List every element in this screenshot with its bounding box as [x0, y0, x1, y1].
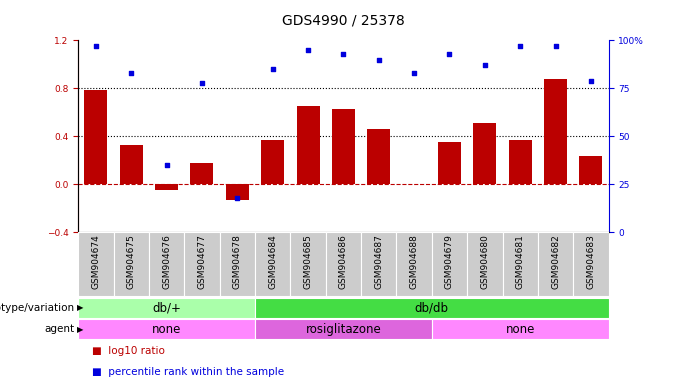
Point — [126, 70, 137, 76]
Bar — [432, 319, 609, 339]
Text: GSM904686: GSM904686 — [339, 234, 348, 289]
Text: GSM904676: GSM904676 — [162, 234, 171, 289]
Text: genotype/variation: genotype/variation — [0, 303, 75, 313]
Text: GSM904682: GSM904682 — [551, 234, 560, 289]
Point — [479, 62, 490, 68]
Text: GSM904688: GSM904688 — [409, 234, 419, 289]
Point — [197, 79, 207, 86]
Bar — [573, 232, 609, 296]
Text: ■  percentile rank within the sample: ■ percentile rank within the sample — [92, 367, 284, 377]
Text: ▶: ▶ — [77, 303, 84, 312]
Point — [550, 43, 561, 49]
Text: GSM904683: GSM904683 — [586, 234, 596, 289]
Text: GSM904685: GSM904685 — [303, 234, 313, 289]
Point — [232, 195, 243, 201]
Bar — [190, 163, 214, 184]
Bar — [78, 232, 114, 296]
Point — [373, 56, 384, 63]
Bar — [120, 145, 143, 184]
Point — [90, 43, 101, 49]
Point — [515, 43, 526, 49]
Bar — [326, 232, 361, 296]
Bar — [78, 319, 255, 339]
Text: GSM904675: GSM904675 — [126, 234, 136, 289]
Bar — [184, 232, 220, 296]
Bar — [544, 79, 567, 184]
Bar — [290, 232, 326, 296]
Bar — [220, 232, 255, 296]
Point — [409, 70, 420, 76]
Point — [585, 78, 596, 84]
Bar — [226, 184, 249, 200]
Bar — [78, 298, 255, 318]
Point — [444, 51, 455, 57]
Text: GSM904674: GSM904674 — [91, 234, 101, 289]
Bar — [296, 106, 320, 184]
Text: db/db: db/db — [415, 301, 449, 314]
Bar — [509, 140, 532, 184]
Text: GSM904681: GSM904681 — [515, 234, 525, 289]
Point — [303, 47, 313, 53]
Bar — [361, 232, 396, 296]
Point — [267, 66, 278, 72]
Bar — [149, 232, 184, 296]
Bar — [84, 89, 107, 184]
Text: GSM904684: GSM904684 — [268, 234, 277, 289]
Bar — [432, 232, 467, 296]
Bar — [438, 142, 461, 184]
Bar — [367, 129, 390, 184]
Text: none: none — [505, 323, 535, 336]
Bar — [396, 232, 432, 296]
Text: GDS4990 / 25378: GDS4990 / 25378 — [282, 13, 405, 27]
Bar — [332, 109, 355, 184]
Point — [161, 162, 172, 168]
Text: GSM904679: GSM904679 — [445, 234, 454, 289]
Text: GSM904678: GSM904678 — [233, 234, 242, 289]
Text: GSM904680: GSM904680 — [480, 234, 490, 289]
Text: ■  log10 ratio: ■ log10 ratio — [92, 346, 165, 356]
Bar — [255, 319, 432, 339]
Text: none: none — [152, 323, 182, 336]
Bar — [538, 232, 573, 296]
Text: ▶: ▶ — [77, 324, 84, 334]
Bar — [155, 184, 178, 190]
Bar — [579, 156, 602, 184]
Bar — [255, 298, 609, 318]
Point — [338, 51, 349, 57]
Text: GSM904677: GSM904677 — [197, 234, 207, 289]
Bar — [114, 232, 149, 296]
Bar — [503, 232, 538, 296]
Text: agent: agent — [45, 324, 75, 334]
Text: db/+: db/+ — [152, 301, 181, 314]
Bar — [467, 232, 503, 296]
Text: rosiglitazone: rosiglitazone — [305, 323, 381, 336]
Bar — [261, 140, 284, 184]
Bar — [473, 123, 496, 184]
Text: GSM904687: GSM904687 — [374, 234, 384, 289]
Bar — [255, 232, 290, 296]
